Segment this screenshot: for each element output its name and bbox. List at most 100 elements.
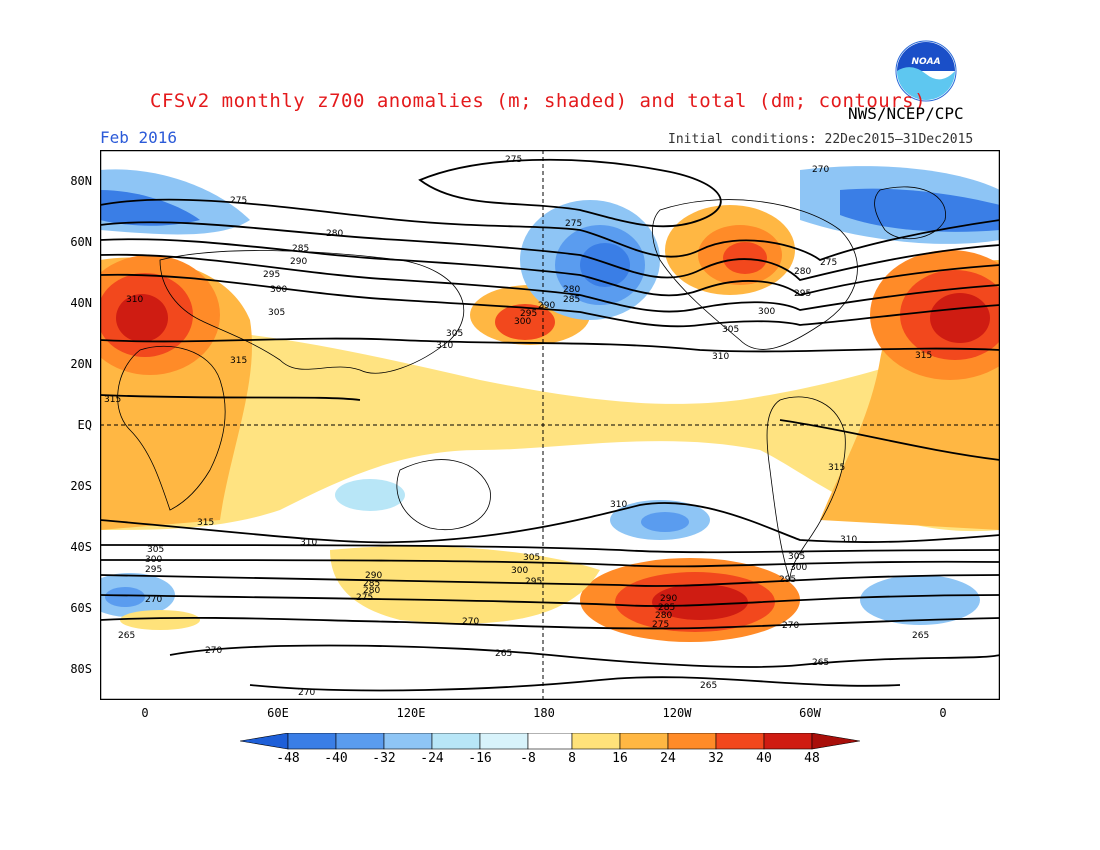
contour-label: 265 xyxy=(912,631,929,641)
contour-label: 305 xyxy=(147,545,164,555)
colorbar-label: 32 xyxy=(708,751,724,766)
contour-label: 295 xyxy=(525,577,542,587)
contour-label: 270 xyxy=(145,595,162,605)
contour-label: 295 xyxy=(794,289,811,299)
contour-label: 295 xyxy=(263,270,280,280)
contour-label: 280 xyxy=(655,611,672,621)
coastline-north-america xyxy=(652,199,858,350)
coastline-greenland xyxy=(874,186,946,239)
anomaly-cold-south-indian xyxy=(335,479,405,511)
lat-label-20n: 20N xyxy=(70,357,92,371)
contour-label: 270 xyxy=(782,621,799,631)
coastline-australia xyxy=(396,459,491,531)
colorbar-label: -32 xyxy=(372,751,396,766)
lon-label-60e: 60E xyxy=(267,706,289,720)
anomaly-warm-southern-band xyxy=(330,546,600,624)
lon-label-60w: 60W xyxy=(799,706,821,720)
contour-label: 315 xyxy=(915,351,932,361)
contour-label: 310 xyxy=(840,535,857,545)
contour-label: 280 xyxy=(794,267,811,277)
contour-label: 300 xyxy=(514,317,531,327)
contour-label: 295 xyxy=(145,565,162,575)
lon-label-120w: 120W xyxy=(662,706,692,720)
contour-label: 270 xyxy=(298,688,315,698)
contour-label: 275 xyxy=(565,219,582,229)
lat-label-eq: EQ xyxy=(77,418,92,432)
colorbar-label: 40 xyxy=(756,751,772,766)
contour-label: 305 xyxy=(523,553,540,563)
contour-label: 315 xyxy=(197,518,214,528)
colorbar-label: 8 xyxy=(568,751,576,766)
lat-label-60n: 60N xyxy=(70,235,92,249)
contour-label: 280 xyxy=(326,229,343,239)
contour-label: 275 xyxy=(652,620,669,630)
agency-label: NWS/NCEP/CPC xyxy=(848,104,964,123)
colorbar-label: 24 xyxy=(660,751,676,766)
valid-month: Feb 2016 xyxy=(100,128,178,147)
contour-label: 275 xyxy=(230,196,247,206)
contour-label: 310 xyxy=(712,352,729,362)
colorbar-label: -48 xyxy=(276,751,300,766)
contour-label: 265 xyxy=(118,631,135,641)
contour-label: 305 xyxy=(446,329,463,339)
map-frame xyxy=(100,150,1000,700)
colorbar-label: 48 xyxy=(804,751,820,766)
lat-label-60s: 60S xyxy=(70,601,92,615)
contour-label: 285 xyxy=(363,579,380,589)
contour-label: 280 xyxy=(363,586,380,596)
contour-label: 305 xyxy=(788,552,805,562)
lat-label-20s: 20S xyxy=(70,479,92,493)
contour-label: 270 xyxy=(812,165,829,175)
contour-label: 300 xyxy=(145,555,162,565)
contour-label: 275 xyxy=(820,258,837,268)
coastline-africa xyxy=(117,345,226,511)
contour-label: 285 xyxy=(563,295,580,305)
contour-label: 305 xyxy=(268,308,285,318)
map-title: CFSv2 monthly z700 anomalies (m; shaded)… xyxy=(150,90,927,112)
contour-label: 300 xyxy=(511,566,528,576)
contour-label: 290 xyxy=(365,571,382,581)
lon-label-0: 0 xyxy=(141,706,149,720)
lon-label-0-east: 0 xyxy=(939,706,947,720)
contour-label: 315 xyxy=(230,356,247,366)
colorbar-label: -16 xyxy=(468,751,492,766)
contour-label: 310 xyxy=(610,500,627,510)
contour-label: 265 xyxy=(700,681,717,691)
contour-label: 290 xyxy=(538,301,555,311)
contour-label: 270 xyxy=(205,646,222,656)
colorbar-cells xyxy=(287,733,813,750)
contour-label: 275 xyxy=(505,155,522,165)
logo-text: NOAA xyxy=(911,57,940,67)
colorbar-label: -24 xyxy=(420,751,444,766)
contour-label: 265 xyxy=(812,658,829,668)
contour-label: 265 xyxy=(495,649,512,659)
contour-label: 310 xyxy=(300,538,317,548)
initial-conditions: Initial conditions: 22Dec2015–31Dec2015 xyxy=(668,132,974,147)
contour-label: 290 xyxy=(660,594,677,604)
lat-label-80n: 80N xyxy=(70,174,92,188)
lon-label-120e: 120E xyxy=(396,706,426,720)
lat-label-40s: 40S xyxy=(70,540,92,554)
lat-label-40n: 40N xyxy=(70,296,92,310)
lat-label-80s: 80S xyxy=(70,662,92,676)
colorbar-label: -40 xyxy=(324,751,348,766)
coastline-south-america xyxy=(766,396,846,581)
coastline-eurasia xyxy=(159,250,465,374)
contour-label: 280 xyxy=(563,285,580,295)
anomaly-warm-tropics xyxy=(100,328,1000,532)
contour-label: 275 xyxy=(356,593,373,603)
colorbar-high-arrow xyxy=(811,733,860,750)
contour-label: 295 xyxy=(520,309,537,319)
anomaly-map: 275 270 275 280 285 290 295 300 305 310 … xyxy=(100,150,1000,700)
anomaly-cold-south-atlantic xyxy=(860,575,980,625)
contour-label: 315 xyxy=(828,463,845,473)
contour-label: 300 xyxy=(758,307,775,317)
contour-label: 315 xyxy=(104,395,121,405)
colorbar-label: 16 xyxy=(612,751,628,766)
contour-label: 295 xyxy=(779,575,796,585)
contour-label: 300 xyxy=(270,285,287,295)
lon-label-180: 180 xyxy=(533,706,555,720)
color-scale-bar xyxy=(240,733,860,750)
contour-label: 290 xyxy=(290,257,307,267)
colorbar-low-arrow xyxy=(240,733,289,750)
